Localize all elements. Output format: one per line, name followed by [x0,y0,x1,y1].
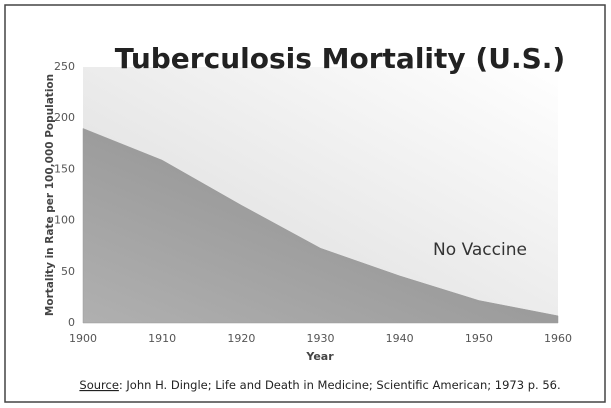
x-tick-label: 1950 [465,332,493,345]
y-tick-label: 200 [54,111,75,124]
x-tick-label: 1920 [227,332,255,345]
x-tick-label: 1960 [544,332,572,345]
y-tick-label: 100 [54,214,75,227]
y-tick-label: 150 [54,162,75,175]
source: Source: John H. Dingle; Life and Death i… [79,378,560,392]
x-tick-label: 1900 [69,332,97,345]
chart-title: Tuberculosis Mortality (U.S.) [115,42,565,75]
annotation: No Vaccine [433,240,527,260]
source-text: : John H. Dingle; Life and Death in Medi… [119,378,561,392]
y-axis-label: Mortality in Rate per 100,000 Population [44,74,56,316]
source-label: Source [79,378,119,392]
y-tick-label: 0 [68,316,75,329]
x-tick-label: 1910 [148,332,176,345]
x-axis-label: Year [305,350,334,363]
y-tick-label: 250 [54,60,75,73]
area [82,128,559,324]
y-tick-label: 50 [61,265,75,278]
x-tick-label: 1930 [307,332,335,345]
x-tick-label: 1940 [386,332,414,345]
